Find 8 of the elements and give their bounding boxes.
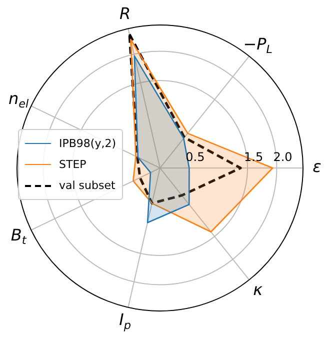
spoke-label: ε [312,157,322,176]
spoke-label: κ [253,280,264,299]
legend-label: IPB98(y,2) [59,137,116,150]
spoke-label: R [120,4,131,24]
y-tick-label: 1.5 [244,150,264,164]
y-tick-label: 2.0 [273,150,292,164]
legend-label: val subset [59,179,116,192]
legend-label: STEP [59,158,86,171]
